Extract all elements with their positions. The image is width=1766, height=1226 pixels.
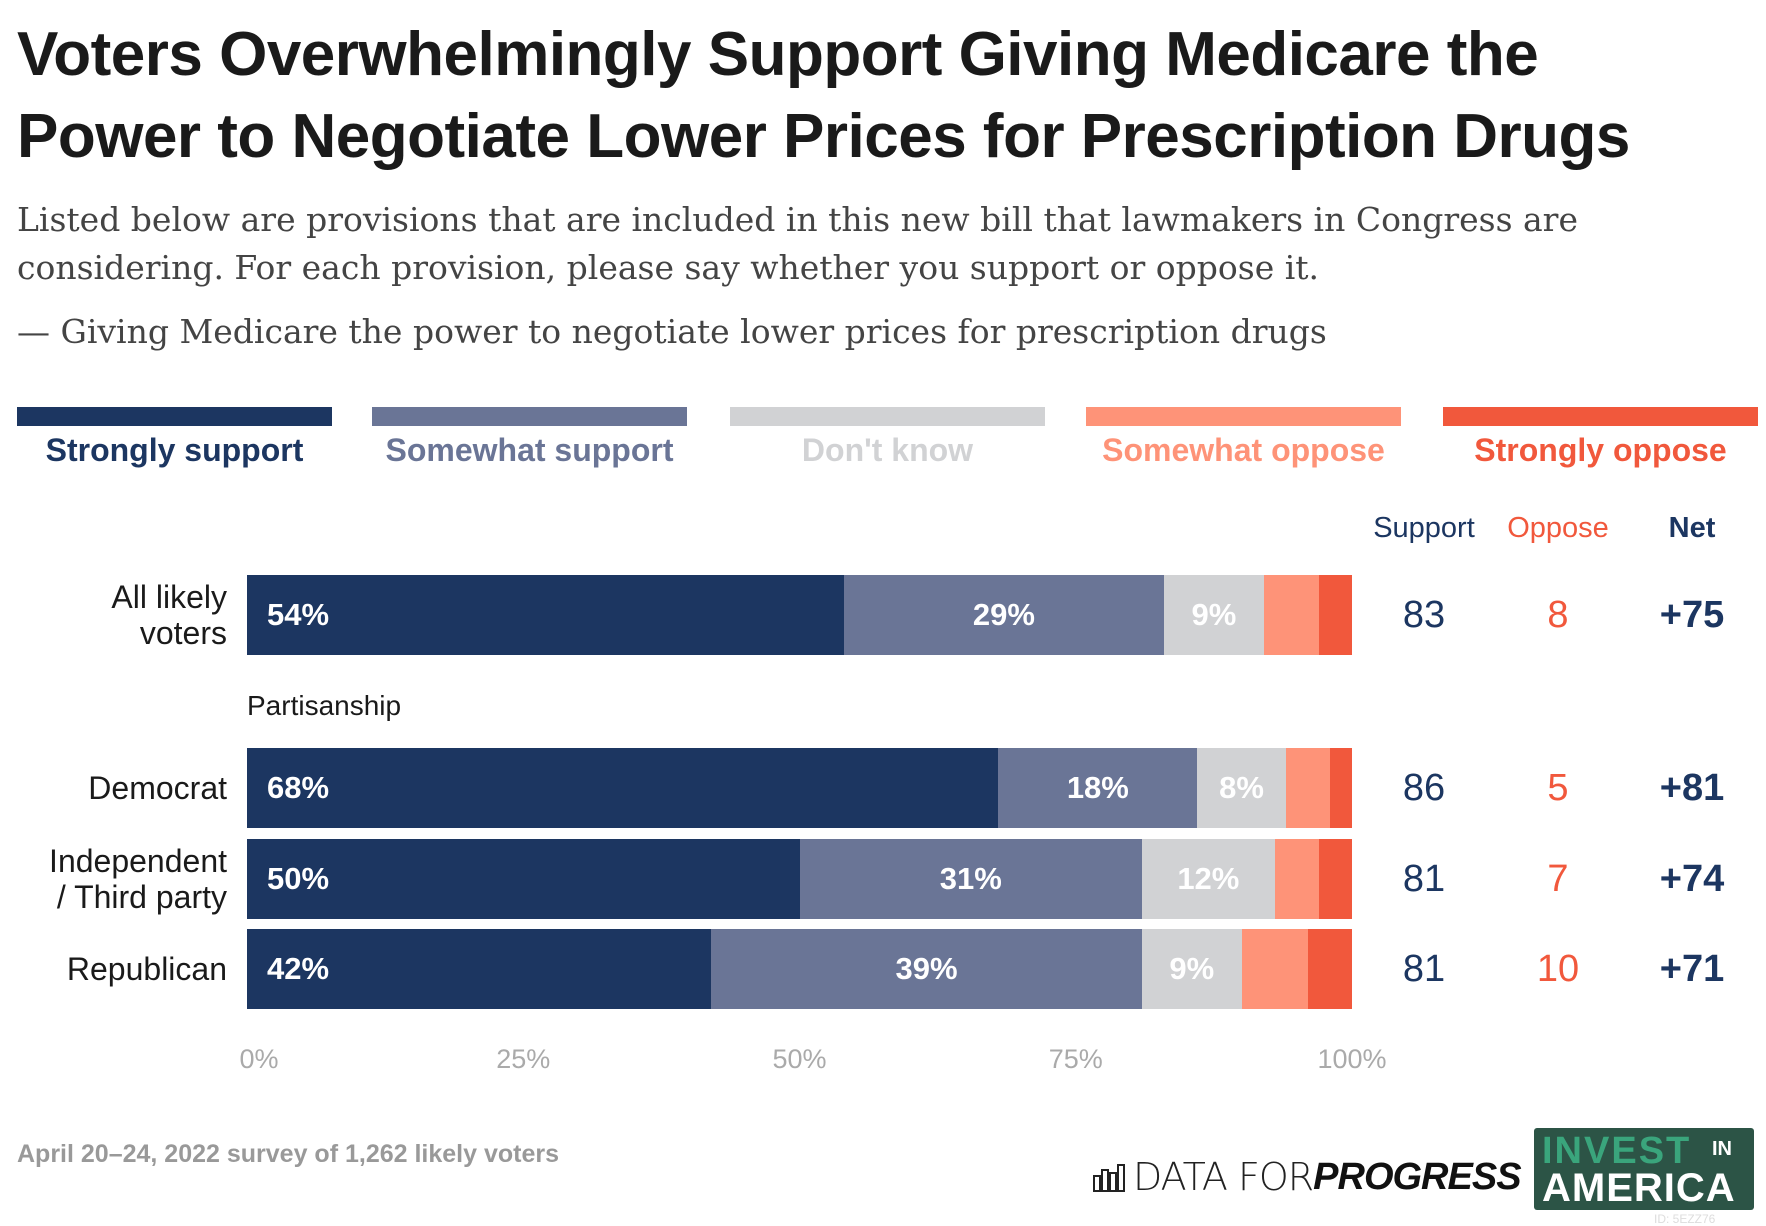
header-net: Net xyxy=(1668,512,1716,544)
stacked-bar: 50% 31% 12% xyxy=(247,839,1353,919)
legend-label: Strongly oppose xyxy=(1474,432,1727,468)
data-label: 29% xyxy=(972,597,1035,632)
bar-segment-strongly-oppose xyxy=(1329,748,1353,828)
summary-support: 81 xyxy=(1402,948,1446,990)
legend-label: Somewhat support xyxy=(385,432,674,468)
data-label: 42% xyxy=(267,951,330,986)
data-for-progress-logo: DATA FOR PROGRESS xyxy=(1093,1155,1522,1199)
image-id: ID: 5EZZ76 xyxy=(1654,1212,1716,1226)
bar-segment-don-t-know xyxy=(1142,839,1276,919)
bar-chart-icon xyxy=(1093,1164,1125,1192)
x-tick-label: 100% xyxy=(1317,1044,1387,1074)
summary-support: 86 xyxy=(1402,767,1446,809)
summary-net: +81 xyxy=(1659,767,1725,809)
row-label-line: voters xyxy=(139,615,227,651)
legend-label: Don't know xyxy=(801,432,974,468)
header-oppose: Oppose xyxy=(1507,512,1609,544)
bar-segment-don-t-know xyxy=(1142,929,1242,1009)
stacked-bar: 54% 29% 9% xyxy=(247,575,1353,655)
logo-in: IN xyxy=(1712,1138,1732,1160)
legend-swatch-3 xyxy=(1086,407,1401,426)
logo-america: AMERICA xyxy=(1542,1166,1736,1210)
legend-label: Strongly support xyxy=(45,432,304,468)
logo-text-bold: PROGRESS xyxy=(1313,1155,1521,1198)
legend-swatch-2 xyxy=(730,407,1045,426)
row-label-line: Independent xyxy=(49,843,227,879)
legend-swatch-0 xyxy=(17,407,332,426)
group-label-partisanship: Partisanship xyxy=(247,690,402,721)
bar-segment-somewhat-oppose xyxy=(1285,748,1331,828)
legend-swatch-1 xyxy=(372,407,687,426)
summary-net: +71 xyxy=(1659,948,1725,990)
x-tick-label: 25% xyxy=(496,1044,551,1074)
data-label: 18% xyxy=(1066,770,1129,805)
bar-segment-strongly-oppose xyxy=(1318,575,1353,655)
summary-oppose: 8 xyxy=(1547,594,1569,636)
legend-label: Somewhat oppose xyxy=(1102,432,1385,468)
bar-segment-strongly-oppose xyxy=(1318,839,1353,919)
data-label: 8% xyxy=(1219,770,1264,805)
stacked-bar: 42% 39% 9% xyxy=(247,929,1353,1009)
row-label-line: All likely xyxy=(111,579,227,615)
bar-segment-somewhat-oppose xyxy=(1274,839,1320,919)
logo-text-light: DATA FOR xyxy=(1133,1155,1314,1199)
subtitle-line-2: considering. For each provision, please … xyxy=(17,248,1320,287)
data-label: 12% xyxy=(1177,861,1240,896)
bar-segment-strongly-oppose xyxy=(1307,929,1353,1009)
summary-oppose: 7 xyxy=(1547,858,1569,900)
summary-oppose: 5 xyxy=(1547,767,1569,809)
x-tick-label: 75% xyxy=(1048,1044,1103,1074)
bar-segment-somewhat-support xyxy=(998,748,1198,828)
data-label: 39% xyxy=(895,951,958,986)
row-label: All likely voters xyxy=(111,579,227,651)
question-text: — Giving Medicare the power to negotiate… xyxy=(17,312,1327,351)
chart-title: Voters Overwhelmingly Support Giving Med… xyxy=(17,14,1757,178)
row-label-line: Democrat xyxy=(88,770,227,806)
x-tick-label: 50% xyxy=(772,1044,827,1074)
data-label: 54% xyxy=(267,597,330,632)
invest-in-america-logo: INVEST IN AMERICA xyxy=(1534,1128,1754,1210)
bar-segment-strongly-support xyxy=(247,575,845,655)
footer-note: April 20–24, 2022 survey of 1,262 likely… xyxy=(17,1140,560,1168)
row-label: Independent / Third party xyxy=(49,843,227,915)
row-label-line: Republican xyxy=(66,951,227,987)
data-label: 68% xyxy=(267,770,330,805)
data-label: 9% xyxy=(1191,597,1237,632)
bar-segment-strongly-support xyxy=(247,748,999,828)
bar-segment-strongly-support xyxy=(247,929,712,1009)
header-support: Support xyxy=(1373,512,1475,544)
row-label-line: / Third party xyxy=(56,879,227,915)
bar-segment-strongly-support xyxy=(247,839,800,919)
summary-support: 81 xyxy=(1402,858,1446,900)
row-label: Democrat xyxy=(88,770,227,806)
bar-segment-somewhat-oppose xyxy=(1241,929,1309,1009)
bar-segment-don-t-know xyxy=(1164,575,1265,655)
subtitle: Listed below are provisions that are inc… xyxy=(17,196,1578,292)
bar-segment-don-t-know xyxy=(1197,748,1287,828)
summary-oppose: 10 xyxy=(1536,948,1580,990)
bar-segment-somewhat-support xyxy=(711,929,1143,1009)
data-label: 31% xyxy=(939,861,1002,896)
title-line-2: Power to Negotiate Lower Prices for Pres… xyxy=(17,102,1630,171)
data-label: 9% xyxy=(1169,951,1215,986)
subtitle-line-1: Listed below are provisions that are inc… xyxy=(17,200,1578,239)
row-label: Republican xyxy=(67,951,227,987)
stacked-bar: 68% 18% 8% xyxy=(247,748,1353,828)
x-tick-label: 0% xyxy=(239,1044,279,1074)
bar-segment-somewhat-oppose xyxy=(1263,575,1320,655)
bar-segment-somewhat-support xyxy=(799,839,1143,919)
data-label: 50% xyxy=(267,861,330,896)
logo-invest: INVEST xyxy=(1542,1130,1692,1172)
summary-support: 83 xyxy=(1402,594,1446,636)
bar-segment-somewhat-support xyxy=(843,575,1165,655)
summary-net: +74 xyxy=(1659,858,1725,900)
legend-swatch-4 xyxy=(1443,407,1758,426)
title-line-1: Voters Overwhelmingly Support Giving Med… xyxy=(17,20,1539,89)
summary-net: +75 xyxy=(1659,594,1725,636)
